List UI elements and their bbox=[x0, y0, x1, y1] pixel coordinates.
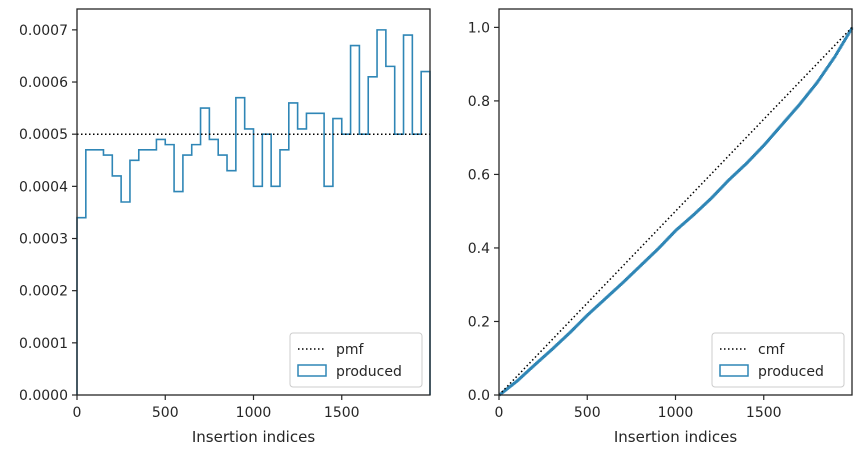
series-produced-cumulative bbox=[498, 27, 854, 397]
series-produced-step bbox=[76, 29, 431, 395]
y-tick-label: 0.0003 bbox=[19, 232, 68, 248]
y-tick-label: 1.0 bbox=[468, 20, 490, 36]
y-tick-label: 0.0001 bbox=[19, 336, 68, 352]
y-tick-label: 0.0 bbox=[468, 388, 490, 404]
y-tick-label: 0.0000 bbox=[19, 388, 68, 404]
legend-entry-produced: produced bbox=[336, 364, 402, 380]
y-tick-label: 0.8 bbox=[468, 94, 490, 110]
series-cmf-reference bbox=[498, 26, 853, 396]
cmf-y-axis: 0.0 0.2 0.4 0.6 0.8 1.0 bbox=[468, 20, 499, 404]
pmf-x-axis-label: Insertion indices bbox=[192, 428, 315, 446]
y-tick-label: 0.0006 bbox=[19, 75, 68, 91]
pmf-y-axis: 0.0000 0.0001 0.0002 0.0003 0.0004 0.0005 0.00… bbox=[19, 23, 77, 404]
y-tick-label: 0.0004 bbox=[19, 179, 68, 195]
x-tick-label: 1500 bbox=[324, 405, 360, 421]
cmf-cumulative-panel: 0 500 1000 1500 0.0 0.2 0.4 0.6 0.8 1.0 Insertio… bbox=[468, 8, 854, 446]
y-tick-label: 0.0002 bbox=[19, 284, 68, 300]
x-tick-label: 0 bbox=[73, 405, 82, 421]
x-tick-label: 500 bbox=[574, 405, 601, 421]
cmf-x-axis: 0 500 1000 1500 bbox=[495, 395, 782, 421]
legend-patch-icon bbox=[719, 364, 749, 377]
y-tick-label: 0.0005 bbox=[19, 127, 68, 143]
y-tick-label: 0.2 bbox=[468, 314, 490, 330]
pmf-plot-area bbox=[76, 29, 431, 395]
x-tick-label: 0 bbox=[495, 405, 504, 421]
pmf-histogram-panel: 0 500 1000 1500 0.00000.00010.00020.00030.0… bbox=[19, 8, 431, 446]
legend-entry-pmf: pmf bbox=[336, 342, 365, 358]
cmf-axes-frame bbox=[498, 8, 853, 396]
legend-entry-produced: produced bbox=[758, 364, 824, 380]
cmf-legend: cmf produced bbox=[711, 332, 845, 388]
y-tick-label: 0.0007 bbox=[19, 23, 68, 39]
legend-entry-cmf: cmf bbox=[758, 342, 785, 358]
y-tick-label: 0.4 bbox=[468, 241, 490, 257]
pmf-legend-box bbox=[289, 332, 423, 388]
x-tick-label: 500 bbox=[152, 405, 179, 421]
pmf-x-axis: 0 500 1000 1500 bbox=[73, 395, 360, 421]
x-tick-label: 1000 bbox=[236, 405, 272, 421]
cmf-x-axis-label: Insertion indices bbox=[614, 428, 737, 446]
cmf-plot-area bbox=[498, 26, 854, 397]
pmf-axes-frame bbox=[76, 8, 431, 396]
x-tick-label: 1000 bbox=[658, 405, 694, 421]
y-tick-label: 0.6 bbox=[468, 167, 490, 183]
legend-patch-icon bbox=[297, 364, 327, 377]
pmf-legend: pmf produced bbox=[289, 332, 423, 388]
cmf-legend-box bbox=[711, 332, 845, 388]
x-tick-label: 1500 bbox=[746, 405, 782, 421]
